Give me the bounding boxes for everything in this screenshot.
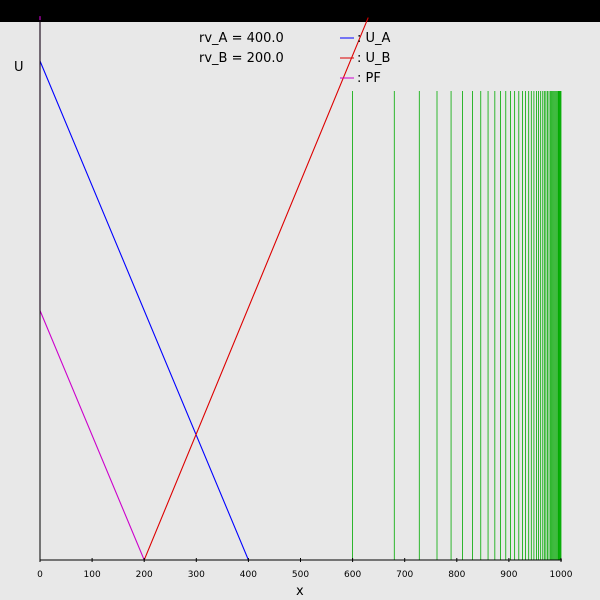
x-tick-label-6: 600 xyxy=(344,570,361,580)
x-tick-label-4: 400 xyxy=(240,570,257,580)
x-tick-label-2: 200 xyxy=(136,570,153,580)
x-tick-label-3: 300 xyxy=(188,570,205,580)
legend-label-u-b: : U_B xyxy=(357,51,390,66)
param-rv-a: rv_A = 400.0 xyxy=(199,31,284,46)
series-line-1 xyxy=(40,17,369,561)
x-tick-label-5: 500 xyxy=(292,570,309,580)
series-line-0 xyxy=(39,60,561,561)
x-tick-label-8: 800 xyxy=(448,570,465,580)
top-bar xyxy=(0,0,600,22)
legend-label-pf: : PF xyxy=(357,71,381,86)
x-tick-label-1: 100 xyxy=(84,570,101,580)
legend-label-u-a: : U_A xyxy=(357,31,391,46)
legend: : U_A : U_B : PF xyxy=(340,31,391,86)
x-ticks: 0 100 200 300 400 500 600 700 800 900 1000 xyxy=(37,558,573,580)
x-tick-label-7: 700 xyxy=(396,570,413,580)
x-tick-label-0: 0 xyxy=(37,570,43,580)
series-lines xyxy=(39,16,561,561)
param-rv-b: rv_B = 200.0 xyxy=(199,51,284,66)
threshold-lines xyxy=(352,90,562,560)
x-axis-label: x xyxy=(296,584,304,599)
y-axis-label: U xyxy=(14,60,24,75)
x-tick-label-9: 900 xyxy=(500,570,517,580)
x-tick-label-10: 1000 xyxy=(550,570,573,580)
series-line-2 xyxy=(39,16,561,561)
